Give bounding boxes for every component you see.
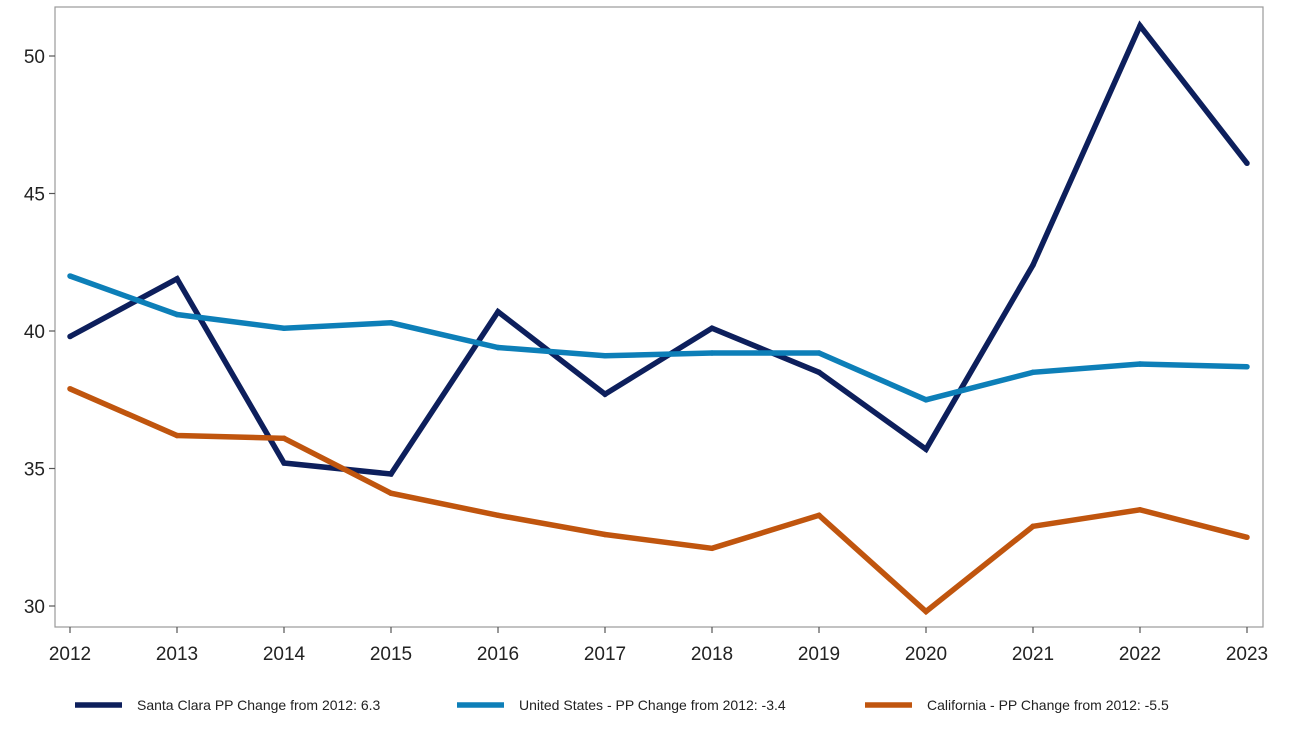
data-point — [816, 370, 822, 376]
data-point — [1244, 364, 1250, 370]
x-tick-label: 2015 — [370, 644, 412, 665]
data-point — [1137, 507, 1143, 513]
data-point — [388, 471, 394, 477]
data-point — [923, 397, 929, 403]
data-point — [388, 320, 394, 326]
x-tick-label: 2018 — [691, 644, 733, 665]
legend: Santa Clara PP Change from 2012: 6.3 Unit… — [75, 697, 1169, 713]
legend-label: Santa Clara PP Change from 2012: 6.3 — [137, 697, 381, 713]
y-tick-label: 40 — [24, 322, 45, 343]
series-line-2 — [70, 389, 1247, 612]
data-point — [1030, 262, 1036, 268]
x-tick-label: 2012 — [49, 644, 91, 665]
data-point — [67, 386, 73, 392]
data-point — [495, 309, 501, 315]
data-point — [1137, 23, 1143, 29]
plot-frame — [55, 7, 1263, 627]
y-tick-label: 50 — [24, 47, 45, 68]
series-line-1 — [70, 276, 1247, 400]
data-point — [1244, 535, 1250, 541]
data-point — [709, 546, 715, 552]
x-tick-label: 2020 — [905, 644, 947, 665]
data-point — [388, 491, 394, 497]
data-point — [174, 433, 180, 439]
data-point — [67, 334, 73, 340]
x-tick-label: 2019 — [798, 644, 840, 665]
data-point — [281, 326, 287, 332]
data-point — [495, 513, 501, 519]
data-point — [495, 345, 501, 351]
series-lines — [67, 23, 1250, 614]
data-point — [923, 447, 929, 453]
y-tick-label: 30 — [24, 597, 45, 618]
data-point — [602, 353, 608, 359]
data-point — [602, 532, 608, 538]
data-point — [281, 460, 287, 466]
x-tick-label: 2013 — [156, 644, 198, 665]
x-tick-label: 2021 — [1012, 644, 1054, 665]
data-point — [816, 513, 822, 519]
x-axis: 2012 2013 2014 2015 2016 2017 2018 2019 2020 2021… — [49, 627, 1268, 665]
y-tick-label: 35 — [24, 460, 45, 481]
x-tick-label: 2014 — [263, 644, 306, 665]
data-point — [1244, 161, 1250, 167]
data-point — [1030, 524, 1036, 530]
data-point — [602, 392, 608, 398]
data-point — [709, 326, 715, 332]
legend-label: United States - PP Change from 2012: -3.… — [519, 697, 786, 713]
data-point — [816, 350, 822, 356]
data-point — [923, 609, 929, 615]
x-tick-label: 2023 — [1226, 644, 1268, 665]
data-point — [174, 312, 180, 318]
y-tick-label: 45 — [24, 185, 45, 206]
data-point — [709, 350, 715, 356]
line-chart: 3035404550 2012 2013 2014 2015 2016 2017 2018 2… — [0, 0, 1301, 744]
x-tick-label: 2016 — [477, 644, 519, 665]
series-line-0 — [70, 26, 1247, 474]
x-tick-label: 2022 — [1119, 644, 1161, 665]
legend-label: California - PP Change from 2012: -5.5 — [927, 697, 1169, 713]
data-point — [1030, 370, 1036, 376]
x-tick-label: 2017 — [584, 644, 626, 665]
data-point — [281, 436, 287, 442]
data-point — [174, 276, 180, 282]
data-point — [67, 273, 73, 279]
data-point — [1137, 361, 1143, 367]
y-axis: 30 35 40 45 50 — [24, 47, 55, 618]
